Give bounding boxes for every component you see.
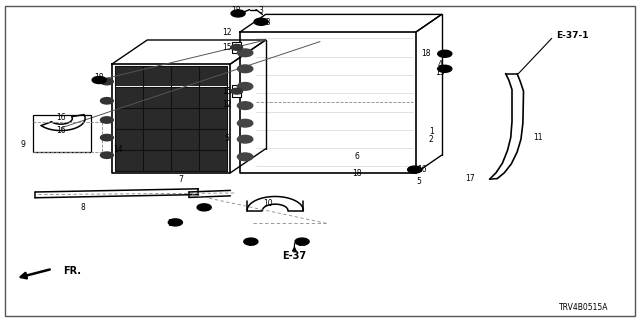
Text: 18: 18	[167, 220, 176, 228]
Circle shape	[168, 219, 182, 226]
Bar	[144, 87, 170, 108]
Text: 14: 14	[113, 145, 124, 154]
Text: 13: 13	[260, 18, 271, 27]
Circle shape	[408, 166, 422, 173]
Circle shape	[231, 44, 243, 50]
Circle shape	[237, 49, 253, 57]
Bar	[200, 108, 227, 129]
Bar	[116, 87, 143, 108]
Text: 16: 16	[198, 204, 209, 212]
Text: 18: 18	[95, 73, 104, 82]
Bar	[172, 129, 198, 150]
Bar	[116, 66, 143, 86]
Text: E-37: E-37	[282, 251, 307, 261]
Bar	[200, 66, 227, 86]
Text: 2: 2	[429, 135, 434, 144]
Bar	[200, 129, 227, 150]
Bar	[144, 150, 170, 171]
Text: 12: 12	[223, 100, 232, 108]
Bar	[144, 129, 170, 150]
Text: 13: 13	[435, 68, 445, 77]
Bar	[172, 87, 198, 108]
Bar	[172, 108, 198, 129]
Bar	[172, 150, 198, 171]
Text: 16: 16	[297, 239, 307, 248]
Bar	[116, 150, 143, 171]
Text: 17: 17	[246, 239, 257, 248]
Circle shape	[231, 88, 243, 94]
Text: 15: 15	[222, 43, 232, 52]
Text: 3: 3	[259, 6, 264, 15]
Bar	[172, 66, 198, 86]
Circle shape	[438, 50, 452, 57]
Circle shape	[100, 98, 113, 104]
Circle shape	[237, 119, 253, 127]
Text: 16: 16	[56, 113, 67, 122]
Circle shape	[244, 238, 258, 245]
Text: E-37-1: E-37-1	[557, 31, 589, 40]
Circle shape	[100, 78, 113, 85]
Bar	[116, 108, 143, 129]
Text: 5: 5	[416, 177, 421, 186]
Text: 6: 6	[355, 152, 360, 161]
Text: 16: 16	[56, 126, 67, 135]
Text: 7: 7	[179, 175, 184, 184]
Text: 1: 1	[429, 127, 434, 136]
Bar	[144, 108, 170, 129]
Bar	[232, 42, 241, 53]
Text: 12: 12	[223, 28, 232, 37]
Circle shape	[237, 65, 253, 73]
Text: 18: 18	[353, 169, 362, 178]
Bar	[116, 129, 143, 150]
Circle shape	[438, 65, 452, 72]
Text: 8: 8	[81, 203, 86, 212]
Text: 16: 16	[417, 165, 428, 174]
Circle shape	[231, 10, 245, 17]
Text: 9: 9	[20, 140, 26, 149]
Circle shape	[197, 204, 211, 211]
Bar	[144, 66, 170, 86]
Text: FR.: FR.	[63, 266, 81, 276]
Text: TRV4B0515A: TRV4B0515A	[559, 303, 608, 312]
Circle shape	[100, 152, 113, 158]
Bar	[33, 115, 91, 152]
Text: 5: 5	[225, 134, 230, 143]
Circle shape	[100, 117, 113, 123]
Text: 10: 10	[262, 199, 273, 208]
Bar	[200, 150, 227, 171]
Circle shape	[237, 153, 253, 161]
Text: 4: 4	[438, 60, 443, 68]
Circle shape	[100, 134, 113, 141]
Bar	[232, 85, 241, 97]
Circle shape	[254, 18, 268, 25]
Bar	[200, 87, 227, 108]
Circle shape	[295, 238, 309, 245]
Circle shape	[237, 102, 253, 109]
Text: 18: 18	[421, 49, 430, 58]
Circle shape	[237, 135, 253, 143]
Circle shape	[237, 83, 253, 90]
Text: 18: 18	[231, 6, 240, 15]
Text: 15: 15	[222, 87, 232, 96]
Circle shape	[92, 76, 106, 84]
Text: 17: 17	[465, 174, 476, 183]
Text: 11: 11	[533, 133, 542, 142]
